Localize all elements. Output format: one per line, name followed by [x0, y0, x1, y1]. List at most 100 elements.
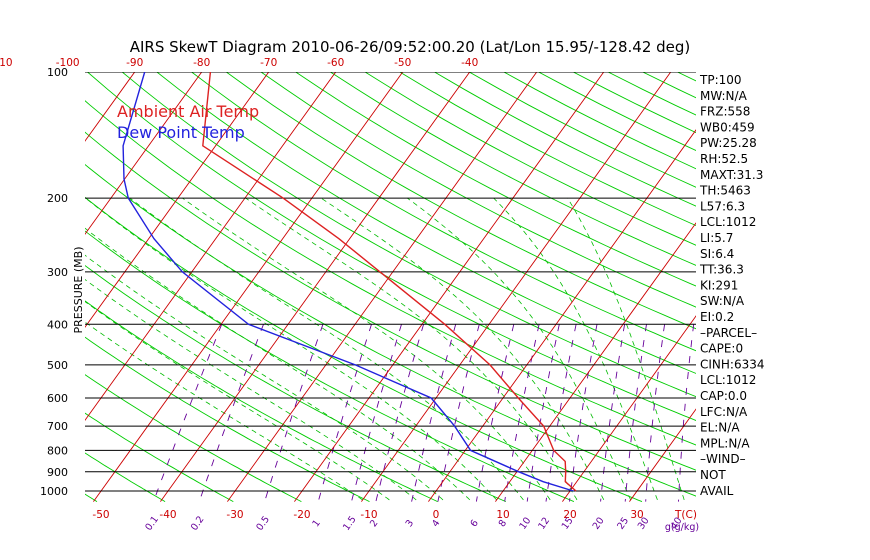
isobars [85, 72, 696, 492]
mixing-ratio-tick-label: 0.5 [254, 514, 272, 533]
bottom-temperature-tick-label: 20 [563, 509, 576, 521]
dry-adiabat-line [260, 72, 696, 308]
top-temperature-tick-label: -90 [126, 57, 143, 69]
stat-item: WB0:459 [700, 120, 755, 134]
stat-item: NOT [700, 468, 726, 482]
dew-point-temp-profile-line [122, 72, 574, 492]
mixing-ratio-tick-label: 8 [497, 518, 509, 529]
stat-item: RH:52.5 [700, 152, 748, 166]
isotherm-line [0, 63, 7, 502]
dry-adiabat-line [156, 72, 696, 374]
stat-item: MPL:N/A [700, 436, 750, 450]
moist-adiabat-line [85, 197, 497, 501]
mixing-ratio-line [317, 324, 372, 502]
isotherm-line [294, 72, 605, 502]
stat-item: L57:6.3 [700, 199, 745, 213]
bottom-temperature-tick-label: -50 [92, 509, 109, 521]
mixing-ratio-tick-label: 6 [468, 518, 480, 529]
stat-item: MAXT:31.3 [700, 168, 763, 182]
isotherm-line [763, 63, 870, 502]
moist-adiabat-line [85, 321, 363, 501]
stat-item: TP:100 [699, 73, 742, 87]
mixing-ratio-unit-label: g(g/kg) [665, 522, 699, 533]
top-temperature-tick-label: -70 [260, 57, 277, 69]
mixing-ratio-line [411, 324, 457, 502]
dry-adiabat-line [226, 72, 696, 330]
pressure-tick-label: 900 [47, 466, 68, 479]
mixing-ratio-tick-label: 12 [536, 515, 552, 531]
legend-ambient-air-temp: Ambient Air Temp [117, 102, 259, 121]
mixing-ratio-line [375, 324, 425, 502]
stat-item: SW:N/A [700, 294, 745, 308]
isotherm-line [428, 129, 696, 502]
top-temperature-tick-label: -60 [327, 57, 344, 69]
mixing-ratio-tick-labels: 0.1 0.2 0.5 1 1.5 2 3 4 6 8 10 12 15 20 25 30 40 [143, 514, 684, 533]
mixing-ratio-tick-label: 3 [404, 518, 416, 529]
mixing-ratio-tick-label: 1.5 [341, 514, 359, 533]
pressure-tick-label: 600 [47, 392, 68, 405]
isotherm-line [160, 72, 471, 502]
moist-adiabat-line [85, 254, 444, 501]
stat-item: CAP:0.0 [700, 389, 747, 403]
pressure-tick-label: 300 [47, 266, 68, 279]
dry-adiabat-line [85, 230, 575, 503]
mixing-ratio-line [678, 324, 695, 502]
isotherm-line [629, 408, 696, 502]
dry-adiabat-line [782, 72, 870, 502]
mixing-ratio-line [351, 324, 402, 502]
pressure-tick-label: 400 [47, 318, 68, 331]
stat-item: LCL:1012 [700, 373, 756, 387]
dry-adiabat-line [816, 72, 870, 502]
stat-item: EL:N/A [700, 421, 740, 435]
isotherm-line [495, 222, 696, 502]
mixing-ratio-lines [153, 324, 695, 502]
moist-adiabat-line [85, 227, 471, 501]
isotherm-line [0, 63, 74, 502]
y-axis-label: PRESSURE (MB) [72, 247, 85, 334]
moist-adiabat-line [85, 301, 390, 501]
ambient-air-temp-profile-line [202, 72, 577, 492]
dry-adiabat-line [85, 163, 696, 497]
pressure-tick-label: 1000 [40, 485, 68, 498]
dry-adiabat-line [399, 72, 696, 227]
top-temperature-tick-label: -110 [0, 57, 13, 69]
pressure-tick-labels: 100 200 300 400 500 600 700 800 900 1000 [40, 66, 68, 498]
isotherm-line [85, 72, 203, 235]
pressure-tick-label: 500 [47, 359, 68, 372]
stat-item: KI:291 [700, 278, 738, 292]
mixing-ratio-line [198, 324, 264, 502]
isotherm-line [85, 72, 337, 421]
mixing-ratio-tick-label: 1 [310, 518, 322, 529]
isotherm-line [227, 72, 538, 502]
dry-adiabat-line [503, 72, 696, 170]
dry-adiabat-line [364, 72, 696, 246]
mixing-ratio-tick-label: 4 [430, 518, 442, 529]
pressure-tick-label: 200 [47, 192, 68, 205]
isotherm-line [85, 72, 270, 328]
mixing-ratio-tick-label: 0.1 [143, 514, 161, 533]
isotherm-line [361, 72, 672, 502]
stat-item: CINH:6334 [700, 357, 765, 371]
dry-adiabat-line [434, 72, 696, 207]
x-axis-label: T(C) [674, 509, 697, 521]
bottom-temperature-tick-label: 0 [433, 509, 440, 521]
stat-item: SI:6.4 [700, 247, 734, 261]
top-temperature-tick-label: -50 [394, 57, 411, 69]
top-temperature-tick-label: -80 [193, 57, 210, 69]
mixing-ratio-line [475, 324, 515, 502]
legend-dew-point-temp: Dew Point Temp [117, 123, 245, 142]
stat-item: LI:5.7 [700, 231, 733, 245]
chart-title: AIRS SkewT Diagram 2010-06-26/09:52:00.2… [130, 38, 691, 56]
bottom-temperature-tick-label: -20 [293, 509, 310, 521]
mixing-ratio-tick-label: 2 [368, 518, 380, 529]
moist-adiabat-line [407, 197, 631, 501]
top-temperature-tick-label: -40 [461, 57, 478, 69]
dry-adiabat-line [87, 72, 696, 421]
stat-item: LCL:1012 [700, 215, 756, 229]
pressure-tick-label: 100 [47, 66, 68, 79]
stat-item: LFC:N/A [700, 405, 748, 419]
mixing-ratio-tick-label: 20 [591, 515, 607, 531]
